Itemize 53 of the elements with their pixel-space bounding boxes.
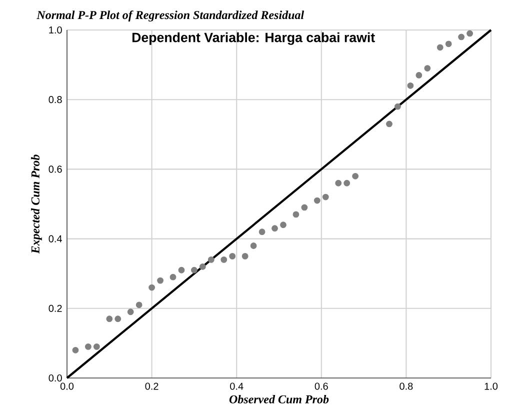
point: [272, 225, 278, 232]
x-tick-label: 0.0: [60, 382, 74, 390]
point: [178, 266, 185, 274]
point: [314, 197, 320, 204]
point: [280, 222, 286, 228]
point: [114, 316, 122, 322]
point: [335, 180, 342, 186]
point: [352, 172, 359, 180]
y-tick-label: 0.8: [48, 96, 62, 104]
point: [127, 308, 134, 316]
y-tick-label: 0.6: [48, 166, 62, 173]
point: [208, 256, 214, 263]
x-axis-title: Observed Cum Prob: [229, 394, 329, 404]
y-axis-title: Expected Cum Prob: [31, 154, 42, 254]
point: [301, 204, 308, 211]
point: [322, 194, 329, 200]
point: [416, 72, 422, 78]
point: [344, 180, 350, 186]
x-tick-label: 0.8: [400, 382, 413, 390]
x-tick-label: 0.6: [314, 382, 328, 390]
point: [148, 284, 156, 291]
x-tick-label: 1.0: [484, 382, 498, 390]
x-tick-label: 0.2: [145, 382, 158, 390]
chart-subtitle: Dependent Variable: Harga cabai rawit: [132, 32, 375, 45]
point: [407, 82, 414, 89]
chart-title: Normal P-P Plot of Regression Standardized Residual: [36, 10, 304, 22]
point: [250, 242, 257, 249]
point: [466, 30, 474, 37]
point: [191, 266, 198, 274]
y-tick-label: 1.0: [49, 26, 62, 34]
point: [72, 346, 79, 354]
point: [386, 120, 392, 128]
point: [106, 316, 113, 322]
point: [84, 343, 92, 350]
point: [199, 263, 206, 270]
point: [458, 34, 465, 40]
point: [220, 256, 228, 263]
y-tick-label: 0.4: [48, 235, 62, 242]
point: [157, 277, 164, 284]
y-tick-label: 0.0: [48, 374, 62, 382]
point: [436, 44, 444, 51]
point: [394, 103, 401, 110]
point: [93, 343, 100, 350]
point: [424, 65, 431, 72]
x-tick-label: 0.4: [230, 382, 244, 390]
point: [292, 211, 300, 218]
point: [229, 252, 236, 260]
point: [136, 302, 142, 308]
point: [445, 40, 452, 48]
point: [242, 252, 248, 260]
y-tick-label: 0.2: [48, 304, 62, 312]
point: [258, 228, 266, 236]
point: [170, 274, 176, 280]
